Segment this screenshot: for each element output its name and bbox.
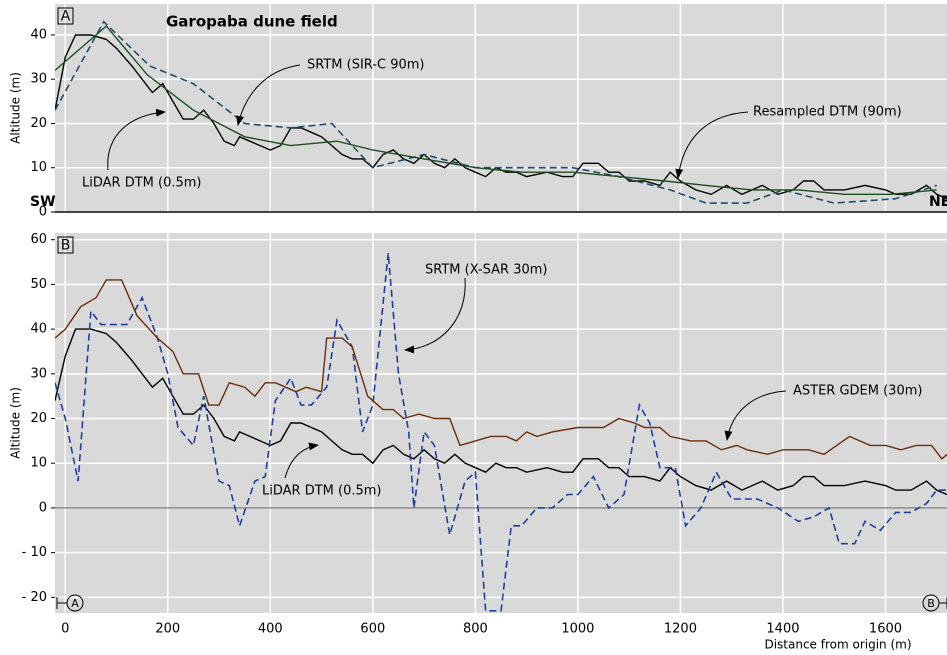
annotation: B [927,597,935,610]
panel-letter: A [61,9,71,25]
y-tick-label: 30 [30,366,47,381]
y-tick-label: 0 [39,500,47,515]
series-line [55,253,947,612]
y-tick-label: 30 [30,72,47,87]
series-label: ASTER GDEM (30m) [793,384,922,399]
y-tick-label: 10 [30,160,47,175]
y-tick-label: 40 [30,322,47,337]
panel-letter-box [57,236,74,254]
panel-letter-box [57,7,74,25]
annotation-arrow [236,64,301,126]
series-label: SRTM (SIR-C 90m) [307,58,424,73]
y-axis-label: Altitude (m) [9,72,23,144]
plot-background [55,4,947,212]
annotation-arrow [284,442,319,479]
y-tick-label: 60 [30,232,47,247]
y-tick-label: 20 [30,411,47,426]
annotation-arrow [675,111,749,179]
annotation: A [71,597,79,610]
x-tick-label: 1200 [664,622,697,637]
y-axis-label: Altitude (m) [9,387,23,459]
series-label: Resampled DTM (90m) [753,105,902,120]
series-label: LiDAR DTM (0.5m) [262,484,381,499]
y-tick-label: 20 [30,116,47,131]
y-tick-label: - 10 [22,545,47,560]
y-tick-label: - 20 [22,590,47,605]
series-line [55,279,947,460]
series-line [55,328,947,496]
plot-background [55,233,947,613]
x-axis-label: Distance from origin (m) [764,638,911,652]
y-tick-label: 50 [30,277,47,292]
x-tick-label: 400 [258,622,283,637]
x-tick-label: 1000 [561,622,594,637]
section-marker [66,594,84,612]
series-line [55,20,937,204]
annotation-arrow [107,108,166,171]
y-tick-label: 10 [30,456,47,471]
x-tick-label: 800 [463,622,488,637]
y-tick-label: 0 [39,205,47,220]
chart-title: Garopaba dune field [166,13,338,31]
annotation: NE [929,194,947,210]
annotation: SW [30,194,56,210]
annotation-arrow [404,277,466,354]
panel-letter: B [61,238,71,254]
x-tick-label: 0 [61,622,69,637]
x-tick-label: 600 [360,622,385,637]
x-tick-label: 1600 [869,622,902,637]
series-line [55,25,937,196]
x-tick-label: 200 [155,622,180,637]
x-tick-label: 1400 [766,622,799,637]
y-tick-label: 40 [30,27,47,42]
annotation-arrow [724,390,787,441]
plot-lines [55,253,947,612]
series-label: LiDAR DTM (0.5m) [82,176,201,191]
series-label: SRTM (X-SAR 30m) [425,263,547,278]
plot-lines [55,20,947,204]
section-marker [922,594,940,612]
